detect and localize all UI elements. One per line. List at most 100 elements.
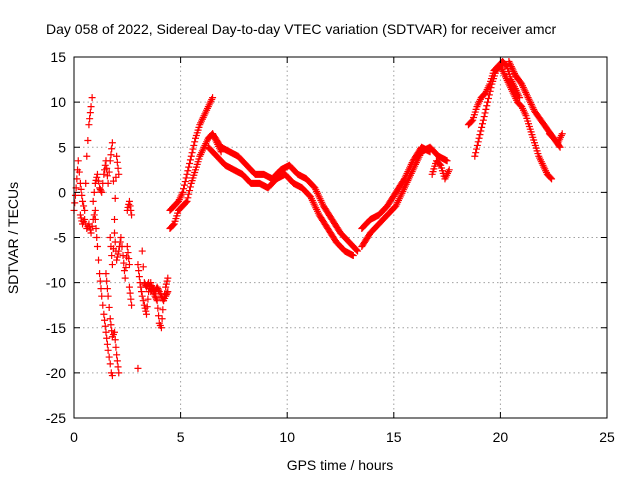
data-point bbox=[510, 68, 518, 76]
data-point bbox=[111, 215, 119, 223]
x-tick-label: 10 bbox=[279, 429, 295, 445]
data-point bbox=[528, 102, 536, 110]
data-point bbox=[120, 267, 128, 275]
x-tick-label: 5 bbox=[177, 429, 185, 445]
data-point bbox=[113, 152, 121, 160]
y-tick-label: 0 bbox=[58, 184, 66, 200]
data-point bbox=[154, 285, 162, 293]
data-point bbox=[183, 170, 191, 178]
data-point bbox=[162, 292, 170, 300]
data-points bbox=[70, 58, 566, 380]
data-point bbox=[525, 95, 533, 103]
data-point bbox=[155, 312, 163, 320]
data-point bbox=[134, 261, 142, 269]
data-point bbox=[80, 202, 88, 210]
data-point bbox=[436, 160, 444, 168]
data-point bbox=[126, 289, 134, 297]
data-point bbox=[508, 64, 516, 72]
y-tick-label: -5 bbox=[54, 230, 67, 246]
data-point bbox=[86, 115, 94, 123]
data-point bbox=[162, 291, 170, 299]
data-point bbox=[484, 95, 492, 103]
data-point bbox=[478, 120, 486, 128]
x-axis-label: GPS time / hours bbox=[287, 457, 394, 473]
data-point bbox=[106, 234, 114, 241]
y-tick-label: -20 bbox=[46, 365, 66, 381]
data-point bbox=[527, 100, 535, 108]
data-point bbox=[93, 173, 101, 181]
data-point bbox=[109, 177, 117, 185]
data-point bbox=[530, 105, 538, 113]
data-point bbox=[84, 136, 92, 144]
data-point bbox=[190, 141, 198, 149]
y-tick-label: 10 bbox=[50, 94, 66, 110]
data-point bbox=[100, 170, 108, 178]
x-tick-label: 0 bbox=[70, 429, 78, 445]
data-point bbox=[89, 197, 97, 205]
data-point bbox=[101, 322, 109, 330]
data-point bbox=[88, 94, 96, 102]
data-point bbox=[349, 252, 357, 260]
data-point bbox=[99, 301, 107, 309]
data-point bbox=[105, 353, 113, 361]
data-point bbox=[163, 289, 171, 297]
data-point bbox=[468, 117, 476, 125]
data-point bbox=[187, 152, 195, 160]
data-point bbox=[524, 94, 532, 102]
data-point bbox=[186, 183, 194, 191]
data-point bbox=[108, 372, 116, 380]
data-point bbox=[186, 159, 194, 167]
data-point bbox=[483, 102, 491, 110]
y-tick-label: 5 bbox=[58, 139, 66, 155]
data-point bbox=[556, 143, 564, 151]
data-point bbox=[97, 285, 105, 293]
data-point bbox=[518, 80, 526, 88]
data-point bbox=[180, 181, 188, 189]
data-point bbox=[113, 253, 121, 261]
data-point bbox=[153, 297, 161, 305]
data-point bbox=[119, 252, 127, 260]
data-point bbox=[486, 87, 494, 95]
data-point bbox=[443, 157, 451, 165]
data-point bbox=[138, 292, 146, 300]
data-point bbox=[505, 58, 513, 66]
data-point bbox=[164, 274, 172, 282]
data-point bbox=[113, 256, 121, 264]
data-point bbox=[138, 247, 146, 255]
data-point bbox=[93, 243, 101, 251]
data-point bbox=[98, 292, 106, 300]
data-point bbox=[83, 152, 91, 160]
data-point bbox=[154, 304, 162, 312]
data-point bbox=[111, 194, 119, 202]
data-point bbox=[484, 98, 492, 106]
data-point bbox=[144, 295, 152, 303]
data-point bbox=[121, 274, 129, 282]
data-point bbox=[521, 87, 529, 95]
data-point bbox=[91, 215, 99, 223]
data-point bbox=[97, 187, 105, 195]
data-point bbox=[78, 191, 86, 199]
data-point bbox=[96, 277, 104, 285]
data-point bbox=[547, 174, 555, 182]
data-point bbox=[473, 145, 481, 153]
data-point bbox=[85, 121, 93, 129]
data-point bbox=[103, 340, 111, 348]
data-point bbox=[426, 148, 434, 156]
data-point bbox=[114, 164, 122, 172]
data-point bbox=[91, 206, 99, 214]
data-point bbox=[113, 158, 121, 166]
data-point bbox=[519, 82, 527, 90]
data-point bbox=[102, 328, 110, 336]
data-point bbox=[101, 161, 109, 169]
data-point bbox=[104, 179, 112, 187]
chart-title: Day 058 of 2022, Sidereal Day-to-day VTE… bbox=[46, 21, 556, 37]
data-point bbox=[143, 303, 151, 311]
data-point bbox=[115, 369, 123, 377]
data-point bbox=[122, 264, 130, 272]
data-point bbox=[103, 277, 111, 285]
data-point bbox=[86, 226, 94, 234]
data-point bbox=[183, 197, 191, 205]
data-point bbox=[480, 113, 488, 121]
data-point bbox=[445, 166, 453, 174]
data-point bbox=[71, 191, 79, 199]
